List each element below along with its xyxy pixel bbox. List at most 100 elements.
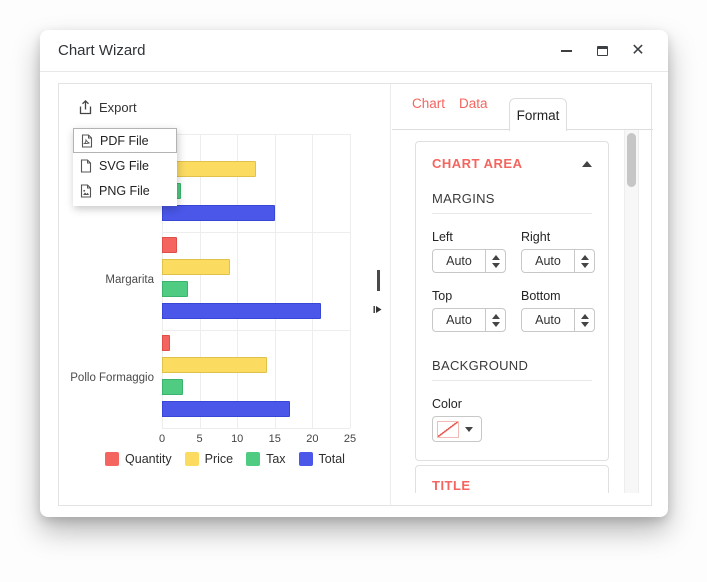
x-tick-label: 5 <box>196 433 203 445</box>
png-file-icon <box>80 183 92 198</box>
pane-splitter-handle[interactable] <box>377 270 380 291</box>
legend-swatch-total <box>298 452 313 466</box>
collapse-up-icon[interactable] <box>582 160 592 167</box>
minimize-icon <box>560 49 572 52</box>
tab-format[interactable]: Format <box>509 98 567 131</box>
margins-section-label: MARGINS <box>432 191 592 214</box>
gridline <box>312 134 314 428</box>
export-button[interactable]: Export <box>79 100 137 115</box>
bar-tax <box>162 281 189 297</box>
x-tick-label: 10 <box>231 433 244 445</box>
stepper-up-icon[interactable] <box>491 254 500 260</box>
legend-item: Total <box>298 452 345 466</box>
margin-field-right: Right Auto <box>521 230 595 273</box>
bottom-margin-stepper[interactable]: Auto <box>521 308 595 332</box>
bar-total <box>162 205 275 221</box>
stepper-down-icon[interactable] <box>580 262 589 268</box>
x-tick-label: 15 <box>268 433 281 445</box>
top-margin-stepper[interactable]: Auto <box>432 308 506 332</box>
x-tick-label: 0 <box>158 433 166 445</box>
left-margin-stepper[interactable]: Auto <box>432 249 506 273</box>
bar-price <box>162 259 230 275</box>
pdf-file-icon <box>81 133 93 148</box>
legend-item: Price <box>184 452 233 466</box>
chart-pane: Export 0 5 10 15 20 25 Margarita Pollo Formaggi… <box>59 84 391 505</box>
bar-group: Margarita <box>105 232 350 330</box>
gridline <box>199 134 201 428</box>
category-label: Margarita <box>105 274 154 286</box>
title-section-label: TITLE <box>432 478 471 493</box>
export-dropdown-menu: PDF File SVG File PNG <box>73 128 177 206</box>
stepper-arrows[interactable] <box>574 250 594 272</box>
stepper-arrows[interactable] <box>574 309 594 331</box>
x-tick-label: 25 <box>343 433 357 445</box>
maximize-icon <box>596 45 608 56</box>
close-icon: ✕ <box>631 41 645 59</box>
chart-area-header[interactable]: CHART AREA <box>432 156 592 171</box>
settings-pane: Chart Data Format CHART AREA MARGINS Lef… <box>392 84 653 505</box>
bar-price <box>162 357 268 373</box>
color-dropdown[interactable] <box>432 416 482 442</box>
minimize-button[interactable] <box>558 43 574 59</box>
background-color-field: Color <box>432 397 592 442</box>
format-scroll-area: CHART AREA MARGINS Left Auto <box>392 130 653 493</box>
menu-item-png[interactable]: PNG File <box>73 178 177 203</box>
legend-swatch-tax <box>246 452 261 466</box>
bar-group <box>162 134 350 232</box>
legend-swatch-price <box>184 452 199 466</box>
maximize-button[interactable] <box>594 43 610 59</box>
stepper-up-icon[interactable] <box>580 254 589 260</box>
legend-item: Quantity <box>105 452 172 466</box>
close-button[interactable]: ✕ <box>630 41 646 59</box>
right-margin-stepper[interactable]: Auto <box>521 249 595 273</box>
bar-quantity <box>162 335 170 351</box>
gridline <box>274 134 276 428</box>
margin-field-bottom: Bottom Auto <box>521 289 595 332</box>
gridline <box>162 134 350 135</box>
margin-field-top: Top Auto <box>432 289 506 332</box>
export-label: Export <box>99 100 137 115</box>
bar-tax <box>162 379 184 395</box>
stepper-arrows[interactable] <box>485 250 505 272</box>
splitter-collapse-icon[interactable] <box>373 305 382 314</box>
window-title: Chart Wizard <box>58 42 146 59</box>
tab-bar: Chart Data Format <box>392 84 653 131</box>
legend-swatch-quantity <box>105 452 120 466</box>
scrollbar-thumb[interactable] <box>627 133 636 187</box>
content-card: Export 0 5 10 15 20 25 Margarita Pollo Formaggi… <box>58 83 653 506</box>
legend-item: Tax <box>246 452 286 466</box>
bar-group: Pollo Formaggio <box>70 330 350 428</box>
chart-area-title: CHART AREA <box>432 156 523 171</box>
tab-chart[interactable]: Chart <box>412 96 446 111</box>
category-label: Pollo Formaggio <box>70 372 154 384</box>
gridline <box>162 232 350 233</box>
stepper-down-icon[interactable] <box>491 262 500 268</box>
share-upload-icon <box>79 100 92 115</box>
chart-legend: Quantity Price Tax Total <box>59 452 391 466</box>
background-section-label: BACKGROUND <box>432 358 592 381</box>
margin-field-left: Left Auto <box>432 230 506 273</box>
margins-fields: Left Auto Right <box>432 230 595 332</box>
no-color-swatch-icon <box>437 420 459 438</box>
stepper-arrows[interactable] <box>485 309 505 331</box>
gridline <box>237 134 239 428</box>
menu-item-svg[interactable]: SVG File <box>73 153 177 178</box>
bar-total <box>162 401 290 417</box>
stepper-down-icon[interactable] <box>491 321 500 327</box>
x-tick-label: 20 <box>306 433 319 445</box>
scrollbar-track[interactable] <box>624 130 639 493</box>
stepper-up-icon[interactable] <box>491 313 500 319</box>
title-panel: TITLE <box>415 465 609 493</box>
bar-chart-plot: 0 5 10 15 20 25 Margarita Pollo Formaggio <box>70 134 356 445</box>
bar-quantity <box>162 237 178 253</box>
tab-data[interactable]: Data <box>459 96 488 111</box>
menu-item-pdf[interactable]: PDF File <box>73 128 177 153</box>
title-bar: Chart Wizard ✕ <box>40 30 668 72</box>
bar-total <box>162 303 322 319</box>
stepper-down-icon[interactable] <box>580 321 589 327</box>
svg-file-icon <box>80 158 92 173</box>
chart-wizard-dialog: Chart Wizard ✕ Export 0 5 10 15 20 25 Margarit… <box>40 30 668 517</box>
window-controls: ✕ <box>558 41 646 59</box>
stepper-up-icon[interactable] <box>580 313 589 319</box>
gridline <box>162 330 350 331</box>
